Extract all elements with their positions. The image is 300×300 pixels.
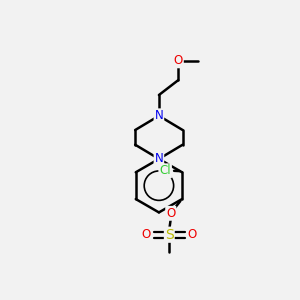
Text: S: S bbox=[165, 228, 174, 242]
Text: O: O bbox=[142, 228, 151, 241]
Text: N: N bbox=[154, 152, 163, 165]
Text: Cl: Cl bbox=[159, 164, 171, 177]
Text: O: O bbox=[166, 207, 176, 220]
Text: O: O bbox=[174, 54, 183, 67]
Text: O: O bbox=[188, 228, 197, 241]
Text: N: N bbox=[154, 109, 163, 122]
